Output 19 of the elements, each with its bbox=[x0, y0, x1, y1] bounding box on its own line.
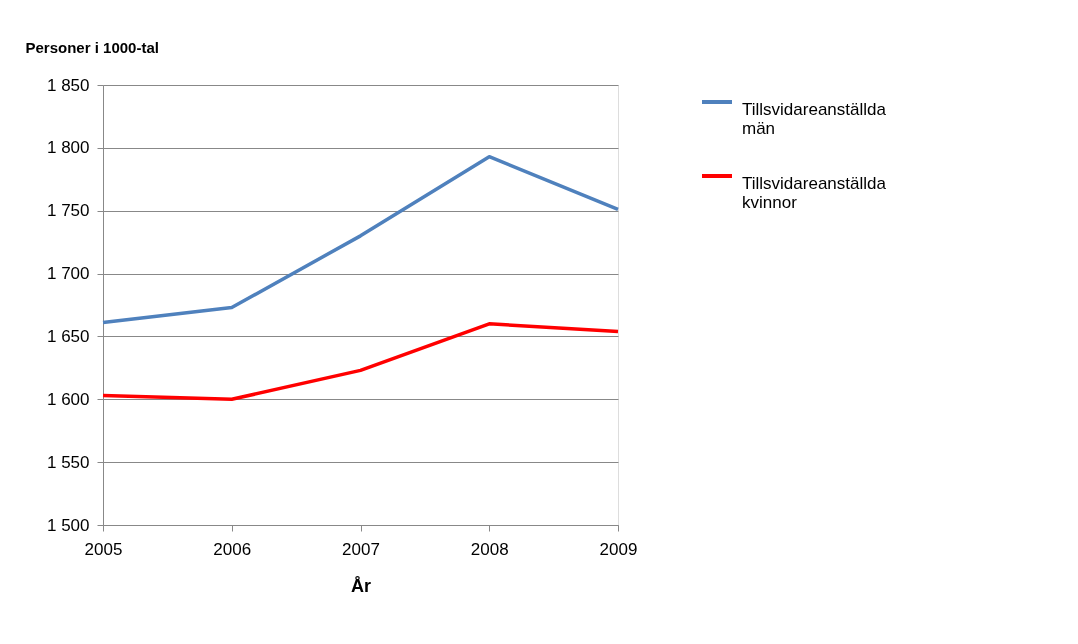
y-tick-label: 1 850 bbox=[46, 75, 90, 95]
y-tick-label: 1 500 bbox=[46, 515, 90, 535]
x-axis-title: År bbox=[350, 575, 372, 596]
x-tick-label: 2007 bbox=[342, 539, 380, 559]
y-tick-label: 1 750 bbox=[46, 201, 90, 221]
y-axis-title: Personer i 1000-tal bbox=[25, 38, 159, 56]
y-tick-label: 1 800 bbox=[46, 138, 90, 158]
line-series bbox=[101, 154, 620, 325]
y-tick-label: 1 600 bbox=[46, 389, 90, 409]
y-tick-label: 1 700 bbox=[46, 264, 90, 284]
x-tick-label: 2009 bbox=[599, 539, 638, 559]
line-series bbox=[101, 322, 620, 402]
y-tick-label: 1 650 bbox=[46, 326, 90, 346]
x-tick-label: 2008 bbox=[470, 539, 509, 559]
legend-label: Tillsvidareanställda män bbox=[742, 100, 887, 138]
legend-label: Tillsvidareanställda kvinnor bbox=[742, 174, 887, 212]
y-tick-label: 1 550 bbox=[46, 452, 90, 472]
x-tick-label: 2006 bbox=[213, 539, 252, 559]
x-tick-label: 2005 bbox=[84, 539, 123, 559]
